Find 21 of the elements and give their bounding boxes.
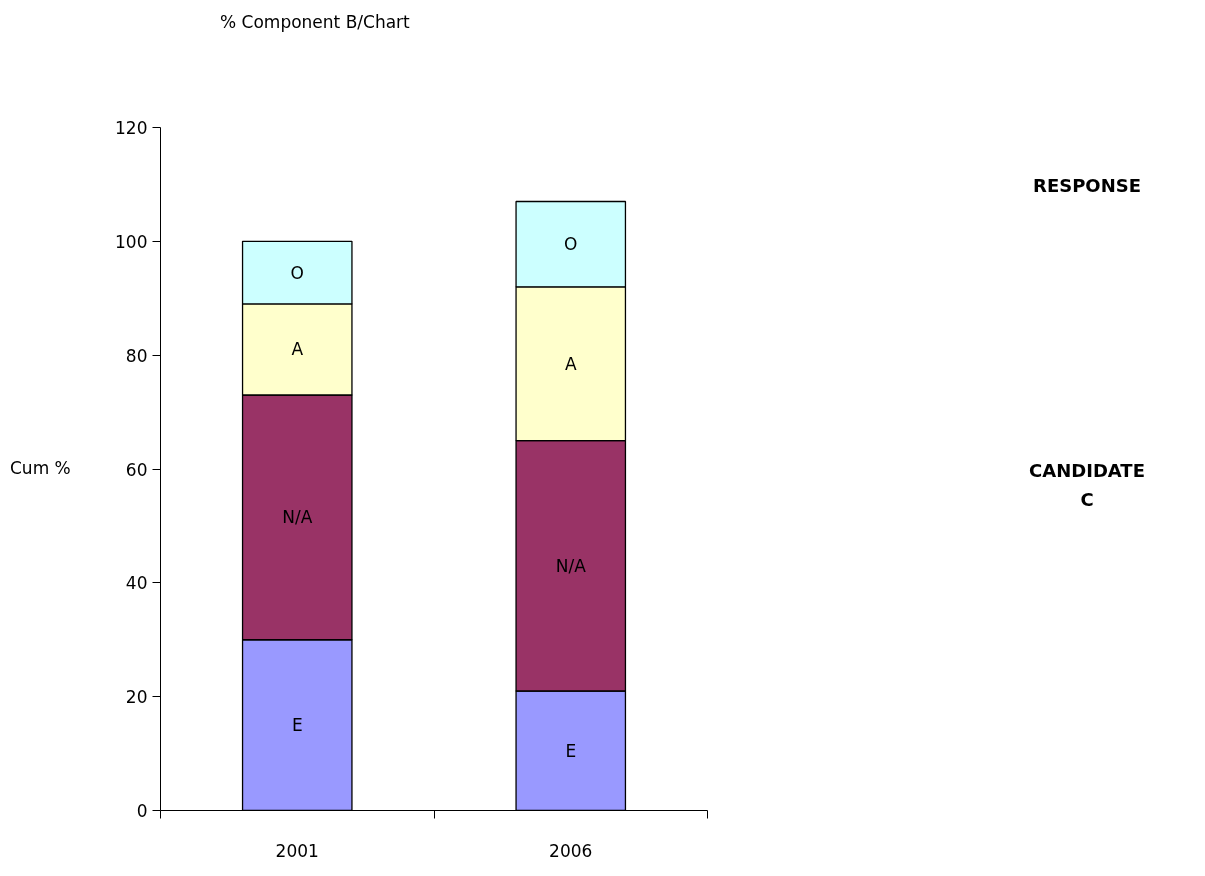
- text: CANDIDATE C: [1029, 459, 1145, 512]
- series-label: O: [290, 262, 304, 283]
- text: N/A: [555, 555, 586, 576]
- y-tick-label: 40: [125, 573, 148, 594]
- text: RESPONSE: [1033, 174, 1141, 198]
- y-tick-label: 80: [125, 345, 148, 366]
- y-axis-title: Cum %: [10, 457, 71, 480]
- series-label: N/A: [282, 507, 313, 528]
- series-label: E: [291, 715, 303, 736]
- text: O: [564, 234, 578, 255]
- y-tick-label: 0: [136, 801, 148, 821]
- x-tick-label: 2006: [549, 840, 593, 861]
- y-tick-label: 100: [115, 231, 148, 252]
- y-tick-label: 20: [125, 687, 148, 708]
- text: E: [565, 740, 577, 761]
- series-label: A: [291, 339, 304, 360]
- text: A: [564, 353, 577, 374]
- x-tick-label: 2001: [275, 840, 319, 861]
- y-tick-label: 60: [125, 459, 148, 480]
- y-tick-label: 120: [115, 118, 148, 138]
- chart-title: % Component B/Chart: [220, 11, 410, 34]
